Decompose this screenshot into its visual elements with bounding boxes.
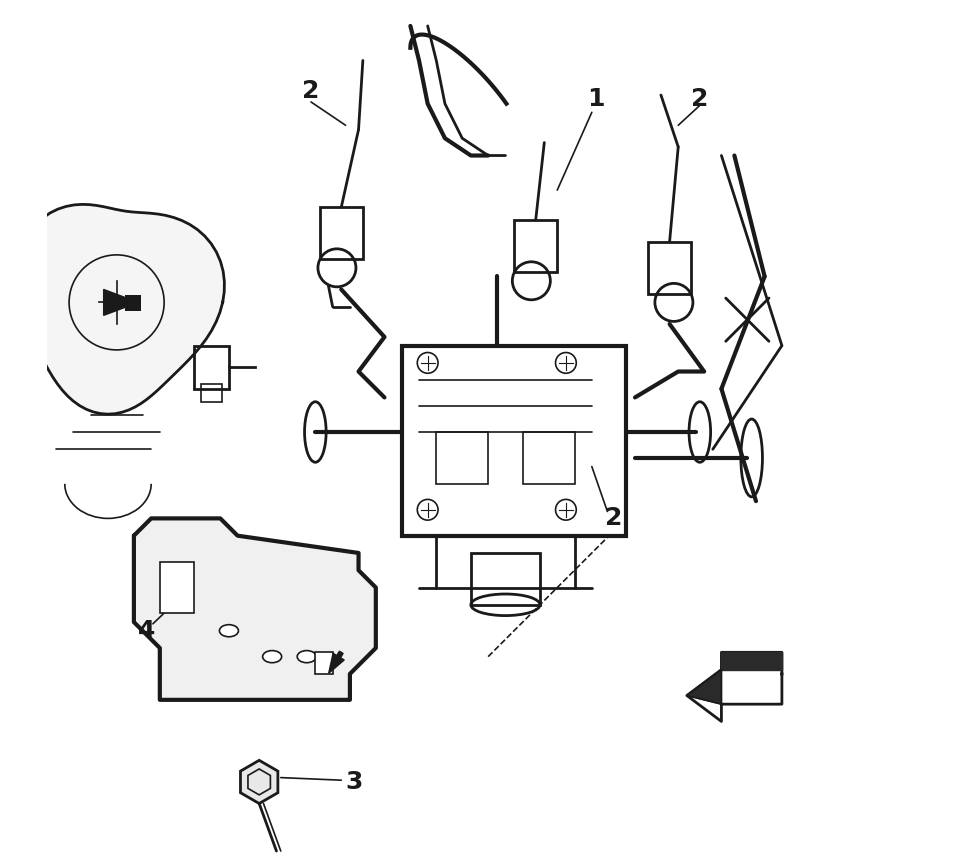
Polygon shape <box>687 670 721 704</box>
Text: 1: 1 <box>588 87 605 111</box>
Polygon shape <box>241 760 278 804</box>
Text: 4: 4 <box>138 619 155 643</box>
Bar <box>319 207 363 259</box>
Bar <box>201 384 222 402</box>
Text: 2: 2 <box>302 79 319 103</box>
Bar <box>160 562 195 613</box>
Bar <box>195 346 229 389</box>
Bar <box>126 295 141 311</box>
Text: 2: 2 <box>605 506 622 530</box>
Bar <box>523 432 574 484</box>
Bar <box>648 242 691 294</box>
Polygon shape <box>104 289 138 315</box>
Bar <box>514 220 557 272</box>
Bar <box>436 432 488 484</box>
Ellipse shape <box>263 651 282 663</box>
Ellipse shape <box>220 625 239 637</box>
Polygon shape <box>721 652 782 670</box>
Polygon shape <box>17 205 224 414</box>
Ellipse shape <box>297 651 316 663</box>
Polygon shape <box>687 652 782 721</box>
FancyArrow shape <box>329 651 344 673</box>
Polygon shape <box>134 518 376 700</box>
Bar <box>471 553 540 605</box>
Bar <box>402 346 626 536</box>
Bar <box>316 652 333 674</box>
Text: 2: 2 <box>691 87 709 111</box>
Text: 3: 3 <box>345 770 363 794</box>
